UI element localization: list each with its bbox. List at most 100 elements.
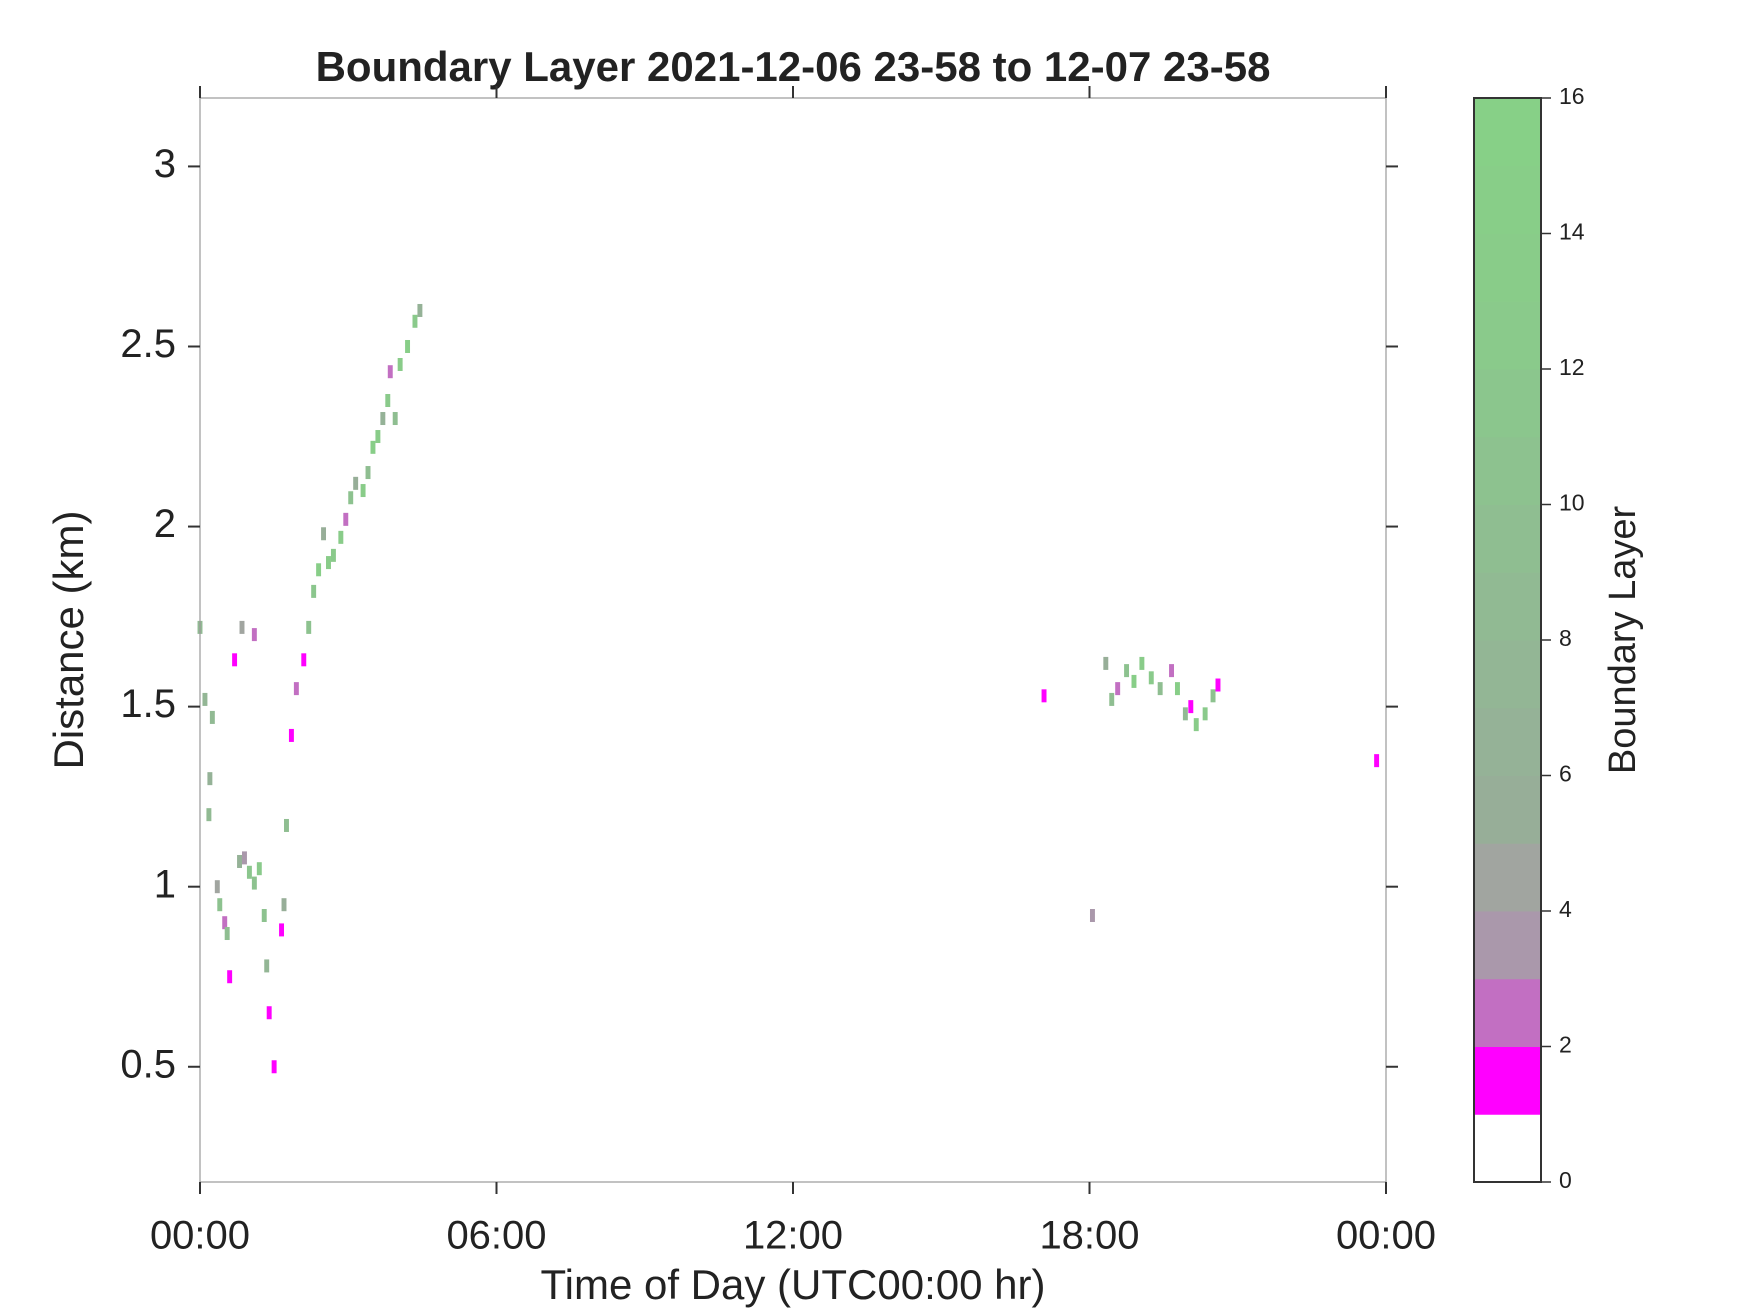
cell (202, 692, 208, 706)
cell (209, 710, 215, 724)
cell (380, 412, 386, 426)
colorbar-tick-label: 14 (1559, 219, 1585, 245)
chart-title: Boundary Layer 2021-12-06 23-58 to 12-07… (316, 43, 1271, 90)
cell (365, 466, 371, 480)
colorbar-tick-label: 4 (1559, 896, 1572, 922)
colorbar-segment (1474, 436, 1541, 505)
cell (239, 620, 245, 634)
cell (279, 923, 285, 937)
cell (256, 862, 262, 876)
colorbar-segment (1474, 572, 1541, 641)
colorbar-segment (1474, 1114, 1541, 1183)
colorbar-segment (1474, 301, 1541, 370)
cell (261, 909, 267, 923)
cell (375, 430, 381, 444)
cell (1157, 682, 1163, 696)
y-tick-label: 3 (154, 142, 176, 186)
cell (217, 898, 223, 912)
colorbar-segment (1474, 775, 1541, 844)
colorbar-segment (1474, 165, 1541, 234)
cell (326, 556, 331, 570)
colorbar-segment (1474, 98, 1541, 167)
cell (1103, 656, 1109, 670)
cell (271, 1060, 277, 1074)
cell (293, 682, 299, 696)
cell (1131, 674, 1137, 688)
y-tick-label: 1.5 (120, 682, 176, 726)
cell (1210, 689, 1216, 703)
colorbar-tick-label: 2 (1559, 1032, 1572, 1058)
cell (214, 880, 220, 894)
y-tick-label: 1 (154, 862, 176, 906)
y-tick-label: 2.5 (120, 322, 176, 366)
colorbar-segment (1474, 911, 1541, 980)
cell (348, 491, 354, 505)
cell (266, 1006, 272, 1020)
colorbar-segment (1474, 1046, 1541, 1115)
cell (1148, 671, 1154, 685)
cell (343, 512, 349, 526)
cell (1109, 692, 1115, 706)
cell (242, 851, 247, 865)
y-tick-label: 0.5 (120, 1042, 176, 1086)
cell (281, 898, 287, 912)
y-axis-label: Distance (km) (45, 510, 92, 769)
cell (1182, 707, 1188, 721)
cell (1188, 700, 1194, 714)
cell (397, 357, 403, 371)
y-tick-label: 2 (154, 502, 176, 546)
cell (207, 772, 213, 786)
cell (251, 628, 257, 642)
cell (321, 527, 327, 541)
cell (224, 927, 230, 941)
cell (227, 970, 233, 984)
cell (1089, 909, 1095, 923)
cell (222, 916, 228, 930)
colorbar-tick-label: 10 (1559, 490, 1585, 516)
cell (1169, 664, 1175, 678)
cell (206, 808, 212, 822)
cell (392, 412, 398, 426)
x-tick-label: 00:00 (1336, 1214, 1436, 1258)
colorbar-segment (1474, 843, 1541, 912)
cell (338, 530, 344, 544)
cell (387, 365, 393, 379)
x-axis-label: Time of Day (UTC00:00 hr) (541, 1261, 1046, 1308)
colorbar-label: Boundary Layer (1602, 506, 1644, 775)
cell (306, 620, 312, 634)
colorbar-segment (1474, 369, 1541, 438)
cell (232, 653, 238, 667)
colorbar-segment (1474, 233, 1541, 302)
cell (412, 314, 418, 328)
x-tick-label: 18:00 (1039, 1214, 1139, 1258)
colorbar-segment (1474, 707, 1541, 776)
cell (1215, 678, 1221, 692)
cell (264, 959, 270, 973)
x-tick-label: 06:00 (446, 1214, 546, 1258)
colorbar-segment (1474, 504, 1541, 573)
cell (385, 394, 391, 408)
colorbar-tick-label: 12 (1559, 354, 1585, 380)
cell (1115, 682, 1121, 696)
cell (370, 440, 376, 454)
cell (311, 584, 317, 598)
cell (284, 818, 289, 832)
colorbar-tick-label: 6 (1559, 761, 1572, 787)
cell (1139, 656, 1145, 670)
cell (1041, 689, 1047, 703)
cell (360, 484, 366, 498)
colorbar-tick-label: 8 (1559, 625, 1572, 651)
x-tick-label: 00:00 (150, 1214, 250, 1258)
cell (1193, 718, 1199, 732)
plot-frame (199, 97, 1387, 1183)
cell (251, 876, 257, 890)
colorbar-tick-label: 16 (1559, 83, 1585, 109)
cell (246, 865, 252, 879)
cell (405, 339, 411, 353)
x-tick-label: 12:00 (743, 1214, 843, 1258)
colorbar-segment (1474, 978, 1541, 1047)
cell (353, 476, 359, 490)
cell (237, 854, 243, 868)
cell (1202, 707, 1208, 721)
